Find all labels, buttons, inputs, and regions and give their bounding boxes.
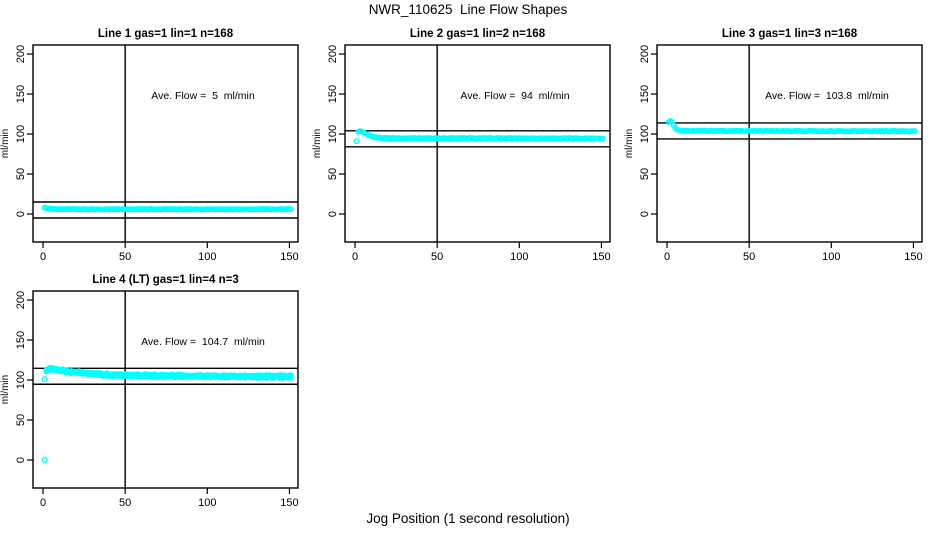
plot-box: [32, 290, 299, 489]
panels-grid: 0 50 100 150 0 50 100 150 200 ml/min Line 1 gas=1 …: [0, 20, 936, 512]
panel-line-2: 0 50 100 150 0 50 100 150 200 ml/min Line 2 gas=1 …: [312, 20, 624, 266]
x-tick-label: 50: [119, 497, 131, 509]
scatter-points: [41, 364, 294, 464]
y-tick-label: 150: [15, 331, 27, 349]
ave-flow-annotation: Ave. Flow = 103.8 ml/min: [765, 90, 889, 102]
outlier-point: [353, 138, 360, 145]
outlier-point: [41, 376, 48, 383]
y-tick-label: 100: [639, 125, 651, 143]
x-tick-label: 0: [664, 251, 670, 263]
y-tick-label: 0: [15, 457, 27, 463]
ave-flow-annotation: Ave. Flow = 94 ml/min: [460, 90, 569, 102]
y-tick-label: 200: [15, 291, 27, 309]
x-tick-label: 0: [40, 497, 46, 509]
x-tick-label: 0: [40, 251, 46, 263]
x-tick-label: 150: [280, 497, 298, 509]
scatter-points: [353, 128, 606, 145]
y-tick-label: 50: [15, 168, 27, 180]
x-tick-label: 150: [280, 251, 298, 263]
x-tick-label: 150: [904, 251, 922, 263]
y-tick-label: 0: [327, 211, 339, 217]
y-tick-label: 50: [15, 414, 27, 426]
y-tick-label: 150: [639, 85, 651, 103]
panel-line-1: 0 50 100 150 0 50 100 150 200 ml/min Line 1 gas=1 …: [0, 20, 312, 266]
panel-line-4-plot: 0 50 100 150 0 50 100 150 200 ml/min Line 4 (LT) g…: [0, 274, 299, 509]
panel-title: Line 2 gas=1 lin=2 n=168: [410, 28, 546, 40]
y-axis-title: ml/min: [0, 129, 11, 158]
y-axis-title: ml/min: [0, 375, 11, 404]
y-tick-label: 200: [15, 45, 27, 63]
outlier-point: [41, 456, 48, 464]
main-title: NWR_110625 Line Flow Shapes: [368, 2, 568, 17]
y-tick-label: 200: [639, 45, 651, 63]
y-tick-label: 50: [327, 168, 339, 180]
panel-line-3-plot: 0 50 100 150 0 50 100 150 200 ml/min Line 3 gas=1 …: [624, 28, 923, 263]
y-tick-label: 100: [327, 125, 339, 143]
x-tick-label: 50: [119, 251, 131, 263]
panel-line-4: 0 50 100 150 0 50 100 150 200 ml/min Line 4 (LT) g…: [0, 266, 312, 512]
y-axis-title: ml/min: [312, 129, 323, 158]
scatter-points: [665, 118, 918, 135]
panel-line-3: 0 50 100 150 0 50 100 150 200 ml/min Line 3 gas=1 …: [624, 20, 936, 266]
y-tick-label: 150: [327, 85, 339, 103]
y-tick-label: 100: [15, 125, 27, 143]
panel-line-1-plot: 0 50 100 150 0 50 100 150 200 ml/min Line 1 gas=1 …: [0, 28, 299, 263]
x-tick-label: 100: [822, 251, 840, 263]
x-tick-label: 100: [198, 251, 216, 263]
plot-box: [344, 44, 611, 243]
plot-box: [32, 44, 299, 243]
panel-title: Line 4 (LT) gas=1 lin=4 n=3: [92, 274, 238, 286]
scatter-points: [41, 204, 294, 213]
x-tick-label: 0: [352, 251, 358, 263]
panel-title: Line 1 gas=1 lin=1 n=168: [98, 28, 234, 40]
plot-box: [656, 44, 923, 243]
y-axis-title: ml/min: [624, 129, 635, 158]
panel-title: Line 3 gas=1 lin=3 n=168: [722, 28, 858, 40]
x-tick-label: 100: [510, 251, 528, 263]
x-tick-label: 50: [431, 251, 443, 263]
y-tick-label: 0: [15, 211, 27, 217]
y-tick-label: 150: [15, 85, 27, 103]
y-tick-label: 100: [15, 371, 27, 389]
panel-line-2-plot: 0 50 100 150 0 50 100 150 200 ml/min Line 2 gas=1 …: [312, 28, 611, 263]
x-axis-label: Jog Position (1 second resolution): [366, 511, 570, 526]
ave-flow-annotation: Ave. Flow = 104.7 ml/min: [141, 336, 265, 348]
x-tick-label: 100: [198, 497, 216, 509]
y-tick-label: 200: [327, 45, 339, 63]
y-tick-label: 50: [639, 168, 651, 180]
ave-flow-annotation: Ave. Flow = 5 ml/min: [151, 90, 255, 102]
x-tick-label: 50: [743, 251, 755, 263]
y-tick-label: 0: [639, 211, 651, 217]
x-tick-label: 150: [592, 251, 610, 263]
